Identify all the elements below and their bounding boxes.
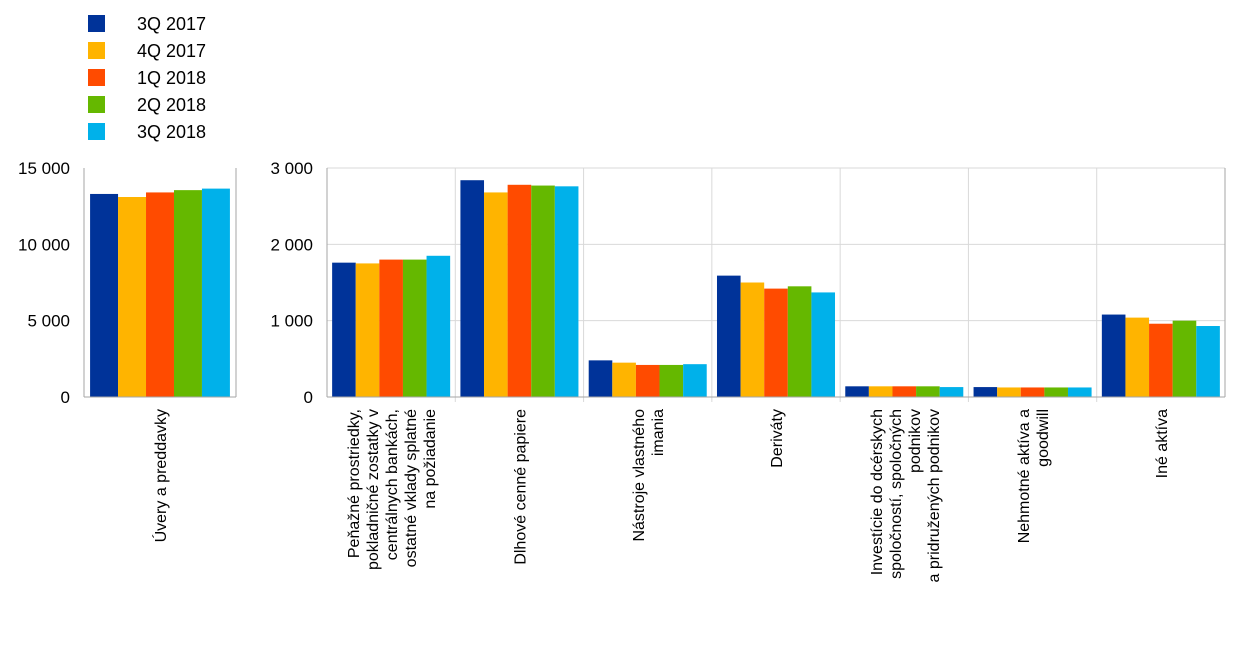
bar [892, 386, 917, 397]
category-label-line: podnikov [907, 409, 924, 473]
category-label: Dlhové cenné papiere [512, 409, 529, 565]
legend-item: 2Q 2018 [88, 91, 206, 118]
category-label-line: pokladničné zostatky v [365, 409, 382, 570]
category-label-line: na požiadanie [422, 409, 439, 509]
bar [460, 180, 485, 397]
bar [554, 186, 579, 397]
category-label: Nehmotné aktíva a goodwill [1016, 409, 1052, 543]
legend-swatch [88, 123, 105, 140]
bar [1067, 387, 1092, 397]
category-label-line: centrálnych bankách, [384, 409, 401, 560]
legend-swatch [88, 96, 105, 113]
y-tick-label: 2 000 [270, 235, 313, 254]
legend-swatch [88, 69, 105, 86]
bar [1196, 326, 1220, 397]
y-tick-label: 3 000 [270, 159, 313, 178]
bar [1149, 323, 1173, 397]
legend-label: 1Q 2018 [137, 67, 207, 88]
legend-label: 2Q 2018 [137, 94, 207, 115]
category-label-line: goodwill [1035, 409, 1052, 467]
bar [379, 259, 403, 397]
legend-label: 3Q 2018 [137, 121, 207, 142]
bar [973, 387, 998, 397]
bar [118, 197, 147, 397]
legend-swatch [88, 15, 105, 32]
bar [90, 193, 119, 397]
category-label-line: Iné aktíva [1154, 409, 1171, 478]
bar [787, 286, 812, 397]
bar [402, 259, 427, 397]
category-label: Investície do dcérskych spoločností, spol… [869, 409, 943, 582]
category-label-line: Nehmotné aktíva a [1016, 409, 1033, 543]
category-label: Úvery a preddavky [151, 409, 170, 542]
bar [916, 386, 940, 397]
bar [588, 360, 613, 397]
legend: 3Q 2017 4Q 2017 1Q 2018 2Q 2018 3Q 2018 [88, 10, 206, 145]
bar [355, 263, 380, 397]
category-label: Peňažné prostriedky, pokladničné zostatky… [346, 409, 439, 570]
chart-panel-2: 0 1 000 2 000 3 000 Peňažné prostriedky, pokl… [270, 159, 1226, 582]
category-label: Deriváty [769, 409, 786, 468]
chart-panel-1: 0 5 000 10 000 15 000 Úvery a preddavky [18, 159, 237, 542]
category-label-line: a pridružených podnikov [926, 409, 943, 582]
bar [683, 364, 707, 397]
y-tick-label: 0 [61, 388, 70, 407]
y-tick-label: 1 000 [270, 312, 313, 331]
bar [332, 262, 356, 397]
category-label-line: imania [650, 409, 667, 456]
bar [1044, 387, 1068, 397]
legend-item: 1Q 2018 [88, 64, 206, 91]
legend-label: 3Q 2017 [137, 13, 207, 34]
bar [484, 192, 508, 397]
bar [426, 255, 451, 397]
category-label: Iné aktíva [1154, 409, 1171, 478]
bar [764, 288, 788, 397]
bar [635, 364, 660, 397]
bar [173, 190, 202, 397]
legend-item: 3Q 2017 [88, 10, 206, 37]
bar [1172, 320, 1197, 397]
legend-label: 4Q 2017 [137, 40, 207, 61]
category-label: Nástroje vlastného imania [631, 409, 667, 542]
bar [612, 362, 636, 397]
category-label-line: Investície do dcérskych [869, 409, 886, 575]
bar [507, 184, 532, 397]
bar [811, 292, 836, 397]
bar [1020, 387, 1045, 397]
bar [146, 192, 174, 397]
bar [939, 387, 964, 397]
category-label-line: Nástroje vlastného [631, 409, 648, 542]
category-label-line: Deriváty [769, 409, 786, 468]
category-label-line: Úvery a preddavky [151, 409, 170, 542]
y-tick-label: 0 [304, 388, 313, 407]
bar [659, 364, 684, 397]
category-label-line: spoločností, spoločných [888, 409, 905, 579]
legend-item: 4Q 2017 [88, 37, 206, 64]
legend-item: 3Q 2018 [88, 118, 206, 145]
bar [531, 185, 555, 397]
bar [845, 386, 869, 397]
y-tick-label: 5 000 [27, 312, 70, 331]
bar [740, 282, 765, 397]
category-label-line: Peňažné prostriedky, [346, 409, 363, 558]
bar [868, 386, 893, 397]
bar [716, 275, 741, 397]
legend-swatch [88, 42, 105, 59]
bar [201, 188, 230, 397]
bar [1101, 314, 1126, 397]
bar [1125, 317, 1150, 397]
y-tick-label: 15 000 [18, 159, 70, 178]
bar [997, 387, 1021, 397]
y-tick-label: 10 000 [18, 235, 70, 254]
category-label-line: Dlhové cenné papiere [512, 409, 529, 565]
category-label-line: ostatné vklady splatné [403, 409, 420, 567]
